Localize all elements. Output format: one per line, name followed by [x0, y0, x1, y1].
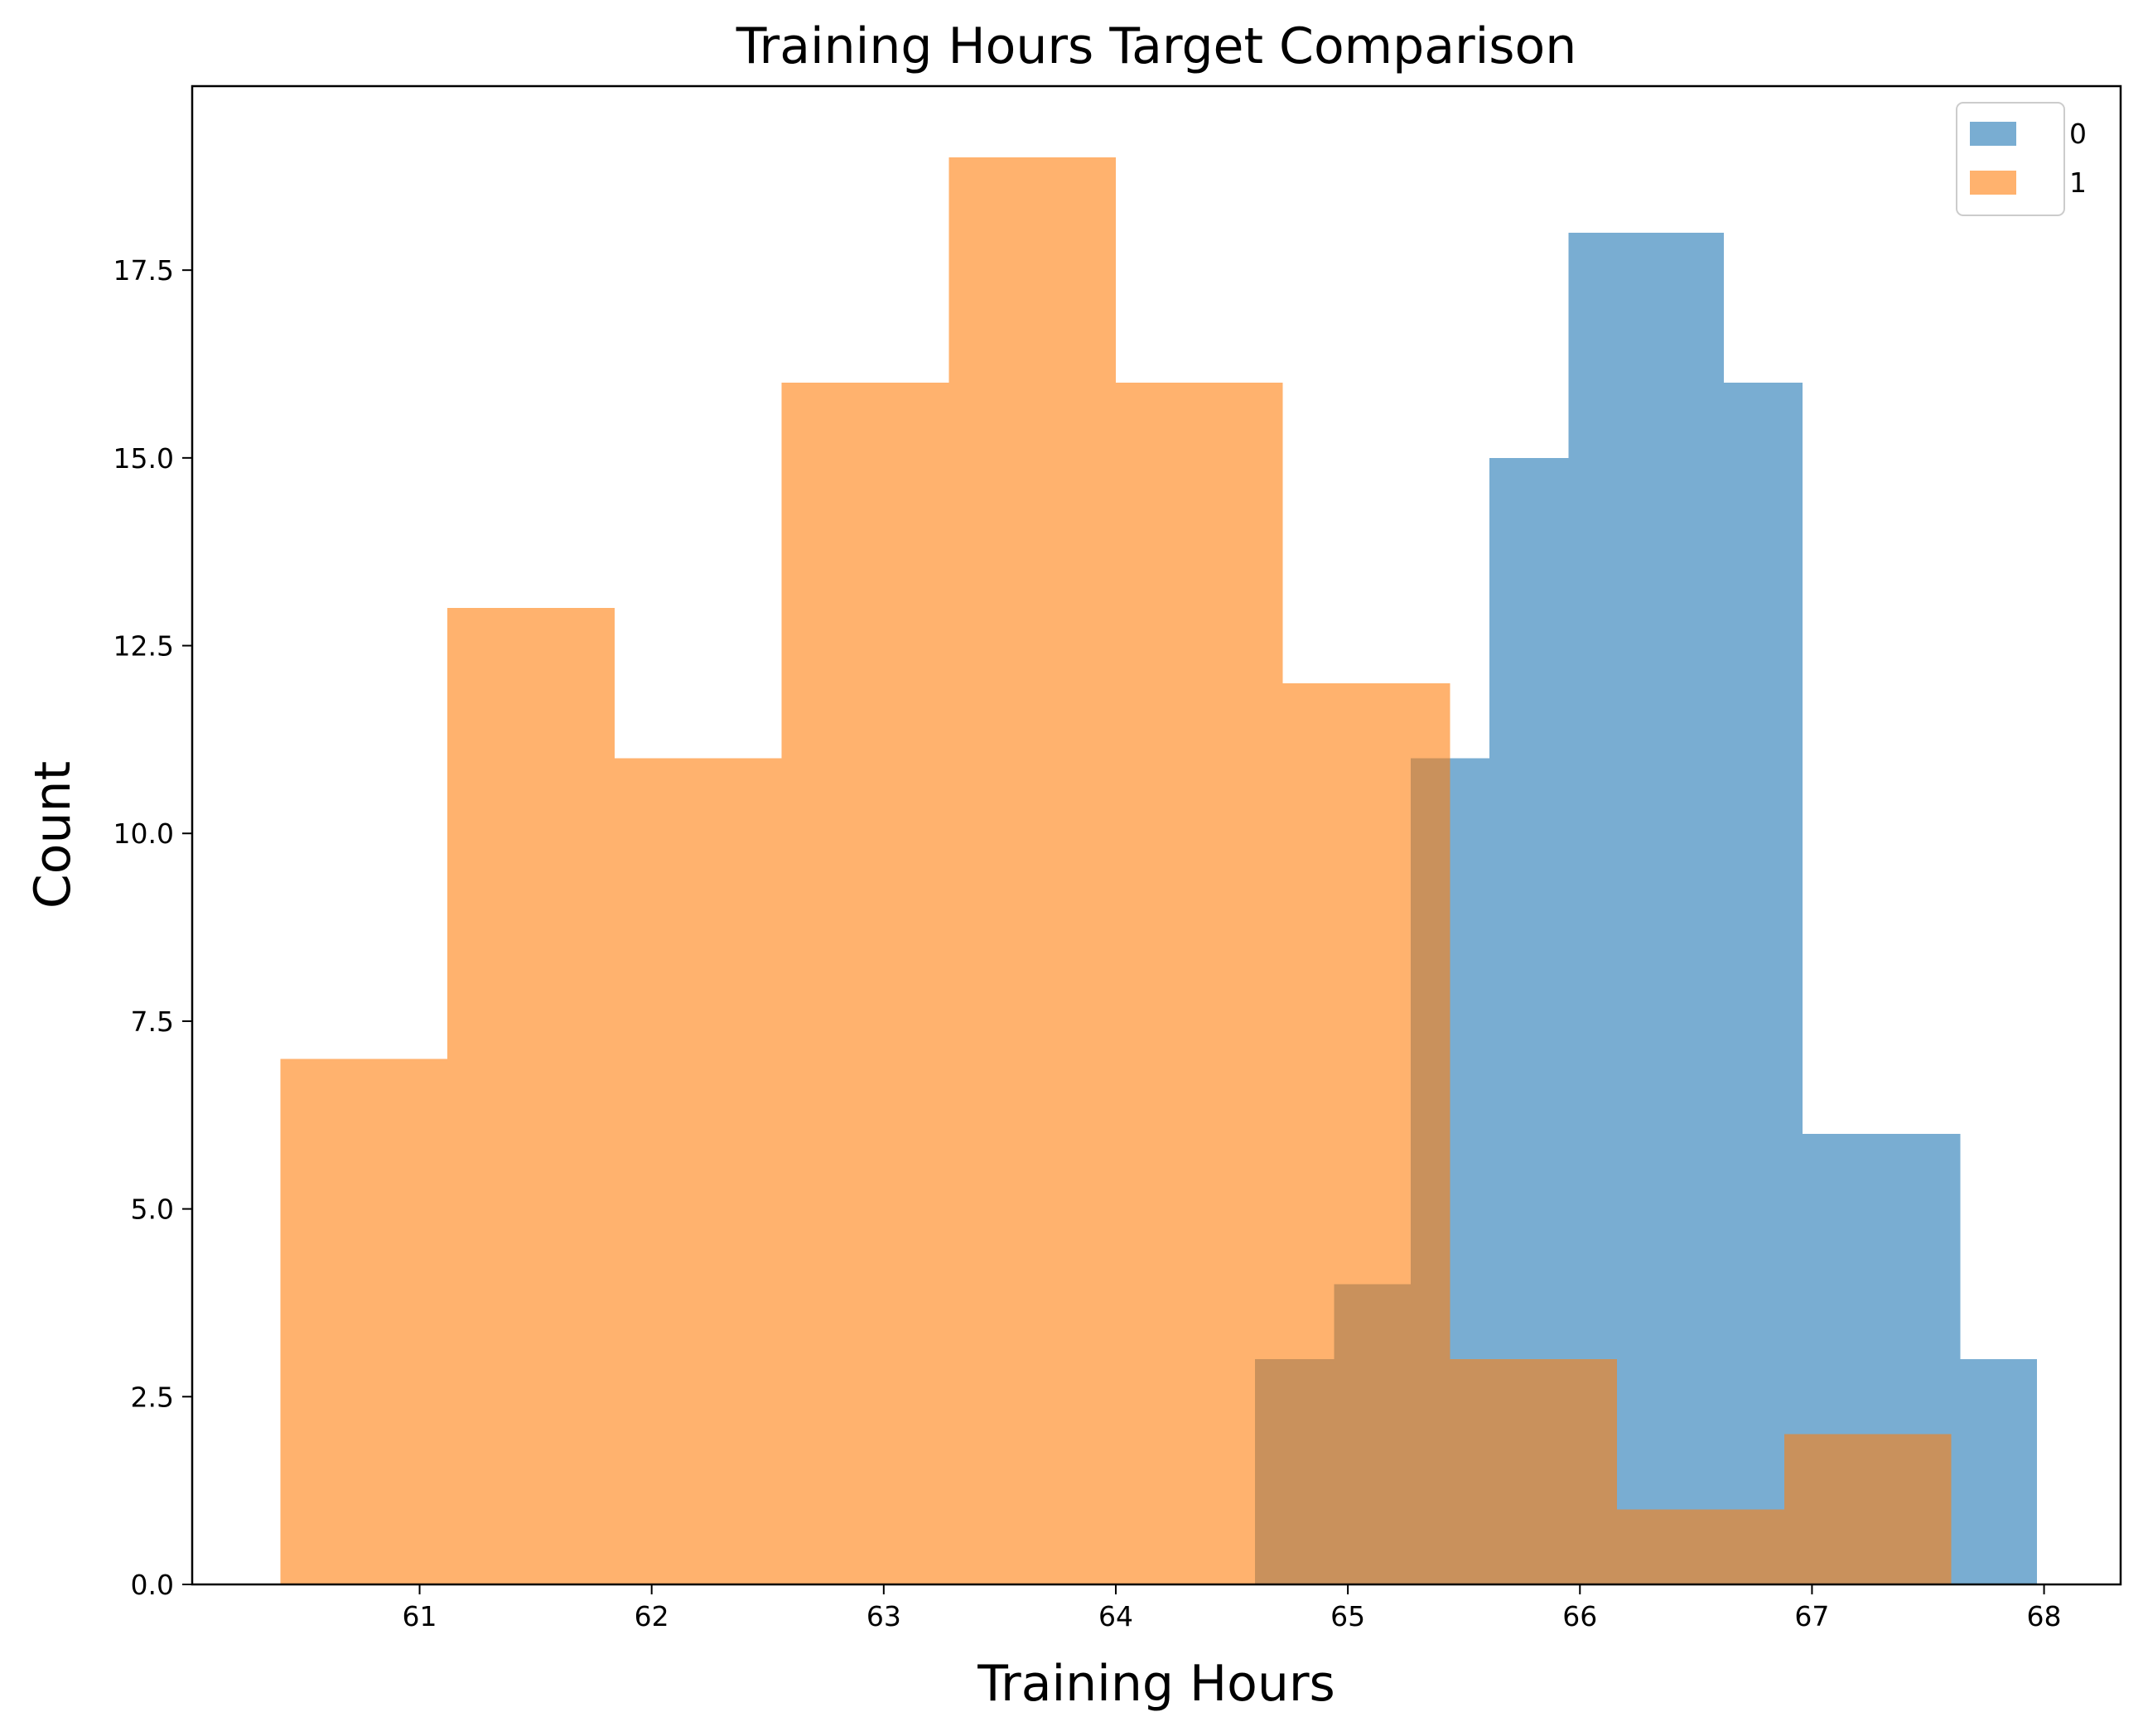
- bar-series-0-bin-5: [1723, 383, 1803, 1584]
- bar-series-1-bin-9: [1783, 1434, 1952, 1584]
- x-tick-label: 66: [1562, 1600, 1597, 1632]
- bar-series-1-bin-1: [447, 608, 615, 1584]
- x-tick-label: 62: [635, 1600, 669, 1632]
- bar-series-0-bin-4: [1568, 232, 1724, 1584]
- bar-series-1-bin-5: [1115, 383, 1283, 1584]
- legend: 0 1: [1956, 102, 2087, 216]
- bar-series-1-bin-4: [948, 157, 1116, 1585]
- y-tick-label: 10.0: [113, 817, 174, 850]
- x-tick-label: 68: [2027, 1600, 2062, 1632]
- bars-layer: [280, 157, 2038, 1585]
- y-tick-label: 0.0: [131, 1569, 174, 1601]
- x-tick-label: 67: [1794, 1600, 1829, 1632]
- bar-series-1-bin-2: [614, 758, 782, 1584]
- y-tick-label: 17.5: [113, 254, 174, 287]
- x-axis-label: Training Hours: [977, 1655, 1335, 1713]
- chart-title: Training Hours Target Comparison: [736, 17, 1577, 75]
- x-tick-label: 65: [1330, 1600, 1365, 1632]
- legend-frame: [1956, 102, 2065, 216]
- x-tick-label: 63: [866, 1600, 901, 1632]
- bar-series-1-bin-6: [1282, 682, 1450, 1585]
- bar-series-1-bin-3: [781, 383, 949, 1584]
- bar-series-0-bin-7: [1960, 1358, 2038, 1584]
- y-tick-label: 5.0: [131, 1194, 174, 1226]
- y-tick-label: 12.5: [113, 630, 174, 663]
- bar-series-1-bin-7: [1450, 1358, 1618, 1584]
- x-tick-label: 61: [403, 1600, 437, 1632]
- legend-label-series-1: 1: [2069, 166, 2087, 199]
- y-tick-label: 2.5: [131, 1381, 174, 1413]
- bar-series-1-bin-8: [1617, 1509, 1784, 1584]
- legend-swatch-series-1: [1970, 171, 2016, 195]
- y-axis-ticks: 0.0 2.5 5.0 7.5 10.0 12.5 15.0 17.5: [113, 254, 192, 1601]
- y-tick-label: 7.5: [131, 1005, 174, 1038]
- legend-label-series-0: 0: [2069, 118, 2087, 150]
- plot-frame: [191, 84, 2122, 1586]
- x-tick-label: 64: [1098, 1600, 1133, 1632]
- y-tick-label: 15.0: [113, 442, 174, 475]
- y-axis-label: Count: [24, 761, 82, 909]
- bar-series-1-bin-0: [280, 1058, 448, 1584]
- x-axis-ticks: 61 62 63 64 65 66 67 68: [403, 1584, 2062, 1632]
- legend-swatch-series-0: [1970, 122, 2016, 146]
